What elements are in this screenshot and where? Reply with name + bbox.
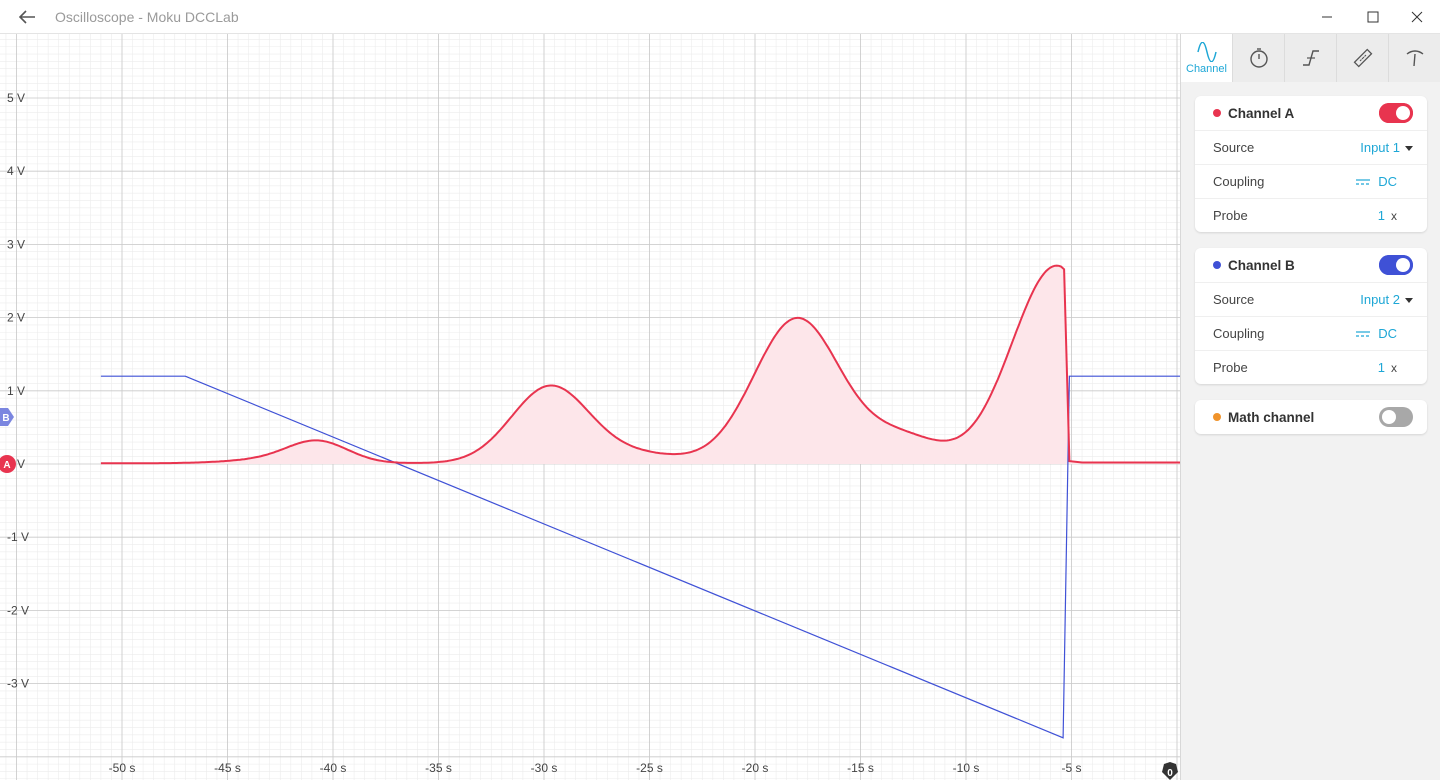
channel-a-source-label: Source xyxy=(1213,140,1255,155)
channel-b-marker[interactable]: B xyxy=(0,408,14,426)
x-axis-label: -15 s xyxy=(847,761,874,775)
channel-a-source-value: Input 1 xyxy=(1360,140,1400,155)
tab-channel-label: Channel xyxy=(1186,62,1227,75)
channel-b-source-label: Source xyxy=(1213,292,1255,307)
chevron-down-icon xyxy=(1405,145,1413,151)
channel-a-source-row: Source Input 1 xyxy=(1195,130,1427,164)
y-axis-label: 1 V xyxy=(7,384,25,398)
math-channel-header: Math channel xyxy=(1195,400,1427,434)
channel-a-coupling-value: DC xyxy=(1378,174,1397,189)
channel-a-marker[interactable]: A xyxy=(0,455,16,473)
close-icon xyxy=(1411,11,1423,23)
tab-timebase[interactable] xyxy=(1233,34,1285,82)
math-channel-toggle[interactable] xyxy=(1379,407,1413,427)
channel-a-probe-row: Probe 1 x xyxy=(1195,198,1427,232)
dc-coupling-icon xyxy=(1356,330,1371,337)
channel-b-coupling-label: Coupling xyxy=(1213,326,1265,341)
channel-b-card: Channel B Source Input 2 Coupling DC Pro… xyxy=(1195,248,1427,384)
channel-a-card: Channel A Source Input 1 Coupling DC Pro… xyxy=(1195,96,1427,232)
channel-b-coupling-row: Coupling DC xyxy=(1195,316,1427,350)
channel-b-title: Channel B xyxy=(1228,257,1295,273)
settings-panel: Channel xyxy=(1180,34,1440,780)
channel-a-marker-label: A xyxy=(3,460,10,471)
channel-a-coupling-selector[interactable]: DC xyxy=(1356,174,1397,189)
x-axis-label: -50 s xyxy=(109,761,136,775)
stopwatch-icon xyxy=(1249,48,1268,68)
x-axis-label: -25 s xyxy=(636,761,663,775)
channel-a-probe-unit: x xyxy=(1391,208,1397,223)
channel-b-probe-label: Probe xyxy=(1213,360,1248,375)
y-axis-label: 4 V xyxy=(7,164,25,178)
channel-a-coupling-row: Coupling DC xyxy=(1195,164,1427,198)
x-axis-label: -20 s xyxy=(742,761,769,775)
trigger-edge-icon xyxy=(1302,50,1319,66)
channel-a-probe-input[interactable]: 1 x xyxy=(1378,208,1397,223)
trigger-marker-label: 0 xyxy=(1167,768,1173,779)
tab-channel[interactable]: Channel xyxy=(1181,34,1233,82)
channel-a-coupling-label: Coupling xyxy=(1213,174,1265,189)
math-channel-card: Math channel xyxy=(1195,400,1427,434)
tab-trigger[interactable] xyxy=(1285,34,1337,82)
probe-icon xyxy=(1406,50,1424,67)
channel-b-source-row: Source Input 2 xyxy=(1195,282,1427,316)
channel-b-probe-unit: x xyxy=(1391,360,1397,375)
tab-probe[interactable] xyxy=(1389,34,1440,82)
maximize-button[interactable] xyxy=(1350,0,1396,34)
channel-a-trace xyxy=(100,264,1180,465)
channel-a-source-dropdown[interactable]: Input 1 xyxy=(1360,140,1413,155)
tab-measurements[interactable] xyxy=(1337,34,1389,82)
channel-b-color-dot xyxy=(1213,261,1221,269)
channel-a-title: Channel A xyxy=(1228,105,1295,121)
channel-a-header: Channel A xyxy=(1195,96,1427,130)
title-bar: Oscilloscope - Moku DCCLab xyxy=(0,0,1440,34)
channel-b-toggle[interactable] xyxy=(1379,255,1413,275)
x-axis-label: -35 s xyxy=(425,761,452,775)
math-channel-color-dot xyxy=(1213,413,1221,421)
chevron-down-icon xyxy=(1405,297,1413,303)
plot-canvas[interactable]: 5 V4 V3 V2 V1 V0 V-1 V-2 V-3 V -50 s -45 … xyxy=(0,34,1180,780)
channel-b-coupling-value: DC xyxy=(1378,326,1397,341)
trigger-marker[interactable]: 0 xyxy=(1162,762,1178,780)
arrow-left-icon xyxy=(18,10,35,24)
x-axis-label: -45 s xyxy=(214,761,241,775)
math-channel-title: Math channel xyxy=(1228,409,1315,425)
channel-b-marker-label: B xyxy=(2,413,9,424)
y-axis-label: -1 V xyxy=(7,530,29,544)
channel-b-trace xyxy=(100,375,1180,739)
channel-b-probe-input[interactable]: 1 x xyxy=(1378,360,1397,375)
channel-b-coupling-selector[interactable]: DC xyxy=(1356,326,1397,341)
minimize-icon xyxy=(1322,16,1332,18)
close-button[interactable] xyxy=(1394,0,1440,34)
x-axis-labels: -50 s -45 s -40 s -35 s -30 s -25 s -20 s -15 s… xyxy=(109,761,1082,775)
channel-b-probe-value: 1 xyxy=(1377,360,1385,375)
minimize-button[interactable] xyxy=(1304,0,1350,34)
maximize-icon xyxy=(1367,11,1379,23)
dc-coupling-icon xyxy=(1356,178,1371,185)
x-axis-label: -40 s xyxy=(320,761,347,775)
y-axis-label: 2 V xyxy=(7,311,25,325)
back-button[interactable] xyxy=(12,4,42,30)
y-axis-label: -2 V xyxy=(7,603,29,617)
y-axis-label: -3 V xyxy=(7,677,29,691)
channel-a-probe-label: Probe xyxy=(1213,208,1248,223)
ruler-icon xyxy=(1353,48,1372,68)
panel-tab-bar: Channel xyxy=(1181,34,1440,82)
channel-b-source-value: Input 2 xyxy=(1360,292,1400,307)
channel-b-source-dropdown[interactable]: Input 2 xyxy=(1360,292,1413,307)
x-axis-label: -10 s xyxy=(953,761,980,775)
channel-b-probe-row: Probe 1 x xyxy=(1195,350,1427,384)
y-axis-label: 5 V xyxy=(7,91,25,105)
channel-a-probe-value: 1 xyxy=(1377,208,1385,223)
sine-wave-icon xyxy=(1196,41,1217,62)
window-title: Oscilloscope - Moku DCCLab xyxy=(55,9,239,25)
x-axis-label: -5 s xyxy=(1061,761,1081,775)
y-axis-label: 3 V xyxy=(7,237,25,251)
channel-a-toggle[interactable] xyxy=(1379,103,1413,123)
x-axis-label: -30 s xyxy=(531,761,558,775)
channel-b-header: Channel B xyxy=(1195,248,1427,282)
channel-a-color-dot xyxy=(1213,109,1221,117)
